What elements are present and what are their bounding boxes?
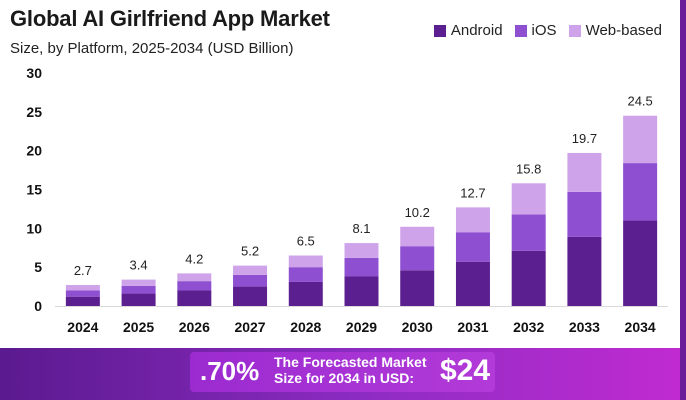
legend-label-web: Web-based — [585, 22, 662, 39]
x-tick-label: 2026 — [179, 319, 210, 335]
bar-segment-ios — [121, 285, 156, 294]
x-tick-label: 2027 — [234, 319, 265, 335]
y-tick-label: 25 — [26, 104, 42, 120]
bar-segment-web-based — [121, 279, 156, 286]
x-tick-label: 2030 — [402, 319, 433, 335]
footer-highlight-card — [190, 352, 495, 392]
bar-segment-android — [344, 276, 379, 306]
x-tick-label: 2028 — [290, 319, 321, 335]
bar-total-label: 3.4 — [130, 258, 148, 273]
bar-segment-ios — [288, 267, 323, 282]
bar-segment-web-based — [65, 285, 100, 291]
x-tick-label: 2029 — [346, 319, 377, 335]
chart-title: Global AI Girlfriend App Market — [10, 6, 330, 31]
bar-segment-web-based — [623, 115, 658, 164]
bar-segment-android — [623, 220, 658, 306]
bar-segment-android — [400, 270, 435, 306]
bar-segment-web-based — [455, 207, 490, 233]
bar-total-label: 15.8 — [516, 161, 541, 176]
bar-segment-ios — [455, 232, 490, 262]
x-tick-label: 2032 — [513, 319, 544, 335]
bar-total-label: 10.2 — [405, 205, 430, 220]
bar-segment-android — [455, 261, 490, 306]
bar-total-label: 2.7 — [74, 263, 92, 278]
bar-segment-ios — [65, 290, 100, 297]
legend-swatch-android — [433, 24, 446, 37]
bar-total-label: 4.2 — [185, 251, 203, 266]
bar-segment-android — [511, 250, 546, 306]
x-tick-label: 2024 — [67, 319, 98, 335]
x-tick-label: 2031 — [457, 319, 488, 335]
y-tick-label: 10 — [26, 220, 42, 236]
legend-label-android: Android — [450, 22, 503, 39]
bar-segment-android — [288, 281, 323, 306]
bar-segment-web-based — [511, 183, 546, 215]
bar-total-label: 24.5 — [627, 94, 652, 109]
legend-label-ios: iOS — [531, 22, 557, 39]
bar-segment-ios — [400, 246, 435, 271]
bar-segment-android — [121, 293, 156, 306]
bar-segment-web-based — [567, 152, 602, 192]
y-tick-label: 0 — [34, 298, 42, 314]
bar-total-label: 6.5 — [297, 234, 315, 249]
legend-item-ios: iOS — [514, 22, 557, 39]
y-tick-label: 15 — [26, 182, 42, 198]
bar-total-label: 19.7 — [572, 131, 597, 146]
legend-swatch-web — [568, 24, 581, 37]
x-tick-label: 2025 — [123, 319, 154, 335]
bar-segment-web-based — [177, 273, 212, 282]
bar-segment-android — [65, 296, 100, 306]
legend-swatch-ios — [514, 24, 527, 37]
forecast-label: The Forecasted Market Size for 2034 in U… — [274, 354, 427, 386]
y-tick-label: 30 — [26, 65, 42, 81]
bar-segment-ios — [177, 281, 212, 291]
bar-segment-web-based — [400, 226, 435, 247]
cagr-value: .70% — [200, 356, 260, 386]
y-tick-label: 5 — [34, 259, 42, 275]
bar-segment-android — [567, 236, 602, 306]
bar-segment-web-based — [344, 243, 379, 258]
bar-segment-ios — [623, 163, 658, 221]
bar-segment-android — [177, 290, 212, 306]
x-tick-label: 2034 — [625, 319, 656, 335]
legend: Android iOS Web-based — [433, 22, 662, 39]
legend-item-web: Web-based — [568, 22, 662, 39]
bar-segment-ios — [233, 274, 268, 287]
bar-segment-ios — [567, 191, 602, 237]
bar-total-label: 12.7 — [460, 185, 485, 200]
bar-total-label: 5.2 — [241, 244, 259, 259]
bar-segment-web-based — [288, 255, 323, 268]
x-tick-label: 2033 — [569, 319, 600, 335]
bar-segment-ios — [511, 214, 546, 251]
legend-item-android: Android — [433, 22, 503, 39]
footer-banner — [0, 348, 680, 400]
stacked-bar-chart: 0510152025302.720243.420254.220265.22027… — [26, 65, 668, 335]
bar-total-label: 8.1 — [352, 221, 370, 236]
bar-segment-web-based — [233, 265, 268, 275]
y-tick-label: 20 — [26, 143, 42, 159]
bar-segment-android — [233, 286, 268, 306]
forecast-value: $24 — [440, 354, 491, 387]
chart-subtitle: Size, by Platform, 2025-2034 (USD Billio… — [10, 40, 294, 57]
bar-segment-ios — [344, 257, 379, 277]
